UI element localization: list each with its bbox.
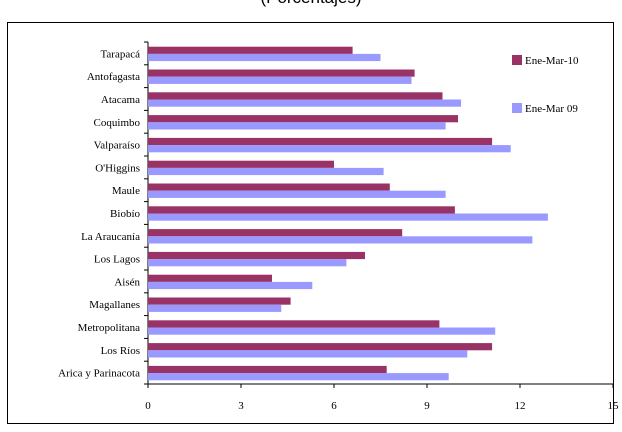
category-label: Atacama	[101, 94, 140, 106]
bar-series-2	[148, 281, 313, 290]
bar-series-2	[148, 373, 449, 381]
bar-series-2	[148, 304, 282, 312]
category-label: Los Lagos	[94, 254, 140, 266]
bar-series-2	[148, 122, 446, 130]
bar-series-1	[148, 160, 334, 168]
chart-title-fragment: (Porcentajes)	[0, 0, 622, 8]
category-label: Magallanes	[89, 299, 140, 311]
bar-series-1	[148, 137, 493, 146]
x-tick-label: 12	[515, 400, 526, 412]
bar-series-1	[148, 183, 390, 191]
category-label: Metropolitana	[78, 322, 140, 334]
legend-swatch	[512, 55, 522, 65]
bar-series-2	[148, 327, 496, 335]
bar-series-2	[148, 99, 462, 107]
bar-series-1	[148, 343, 493, 351]
bar-series-1	[148, 92, 443, 100]
category-label: Aisén	[114, 276, 140, 288]
bar-series-1	[148, 320, 440, 328]
bar-series-1	[148, 69, 415, 77]
x-tick-label: 0	[145, 400, 151, 412]
category-label: O'Higgins	[95, 162, 140, 174]
bar-series-1	[148, 229, 403, 237]
category-label: Los Ríos	[101, 345, 140, 357]
x-tick-label: 3	[238, 400, 244, 412]
category-label: Valparaíso	[94, 140, 141, 152]
bar-series-2	[148, 236, 533, 244]
category-label: Antofagasta	[87, 71, 140, 83]
bar-series-2	[148, 167, 384, 176]
bar-series-2	[148, 76, 412, 84]
category-label: Coquimbo	[94, 117, 141, 129]
category-label: Biobío	[110, 208, 140, 220]
category-label: Arica y Parinacota	[58, 368, 140, 380]
bar-series-2	[148, 53, 381, 62]
bar-series-1	[148, 46, 353, 54]
x-tick-label: 15	[608, 400, 620, 412]
category-label: Maule	[112, 185, 140, 197]
legend-label: Ene-Mar-10	[525, 55, 579, 67]
x-tick-label: 6	[331, 400, 337, 412]
bar-series-2	[148, 145, 511, 153]
bar-series-2	[148, 190, 446, 198]
legend-label: Ene-Mar 09	[525, 103, 578, 115]
bar-series-1	[148, 297, 291, 305]
bar-series-1	[148, 206, 455, 214]
x-tick-label: 9	[424, 400, 430, 412]
bar-series-1	[148, 365, 387, 374]
bar-series-2	[148, 259, 347, 267]
bar-series-1	[148, 251, 365, 260]
legend-swatch	[512, 103, 522, 113]
bar-series-1	[148, 115, 458, 123]
bar-series-2	[148, 213, 548, 221]
bar-series-2	[148, 350, 468, 358]
bar-series-1	[148, 274, 272, 282]
category-label: Tarapacá	[100, 48, 140, 60]
category-label: La Araucanía	[81, 231, 140, 243]
